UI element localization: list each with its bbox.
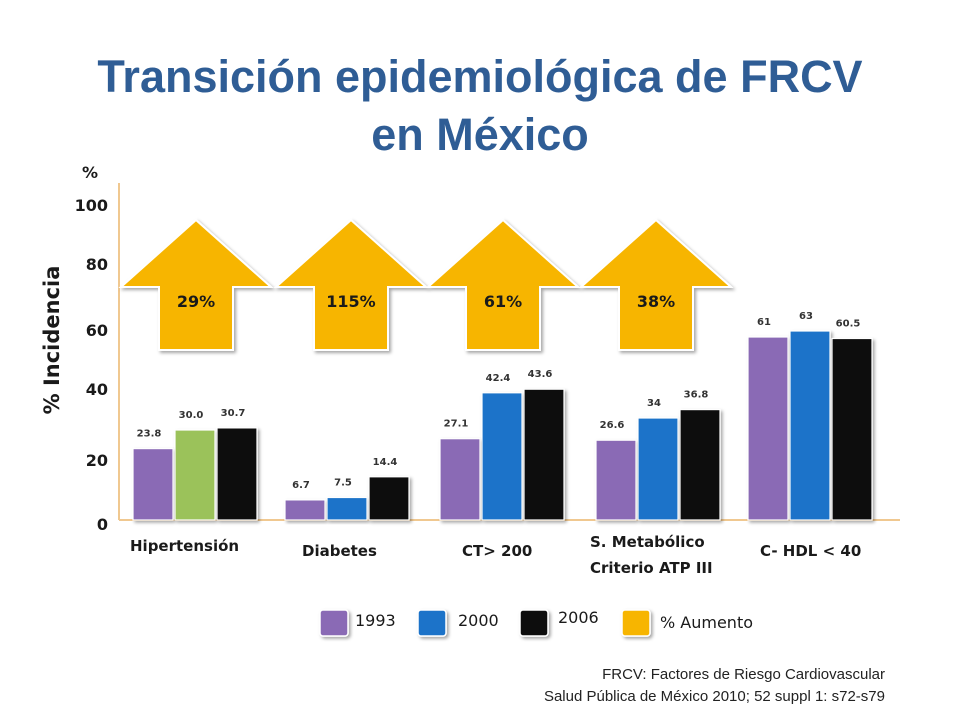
bar <box>523 388 565 521</box>
bar <box>216 427 258 521</box>
y-tick-label: 0 <box>97 515 108 534</box>
category-label: CT> 200 <box>462 542 532 560</box>
legend-label: 2000 <box>458 611 499 630</box>
category-label: S. Metabólico <box>590 533 705 551</box>
increase-percent-label: 115% <box>326 292 375 311</box>
bar <box>595 439 637 521</box>
chart-title-line-1: Transición epidemiológica de FRCV <box>97 51 863 102</box>
bar <box>368 476 410 521</box>
category-label: C- HDL < 40 <box>760 542 861 560</box>
increase-arrow <box>578 218 734 351</box>
legend-swatch <box>319 609 349 637</box>
bar-value-label: 6.7 <box>292 480 310 491</box>
increase-percent-label: 29% <box>177 292 215 311</box>
increase-arrow <box>425 218 581 351</box>
bar <box>326 496 368 521</box>
bar-value-label: 7.5 <box>334 478 352 489</box>
legend-label: 2006 <box>558 608 599 627</box>
y-tick-label: 80 <box>86 255 108 274</box>
bar-value-label: 30.0 <box>179 410 204 421</box>
bar-value-label: 34 <box>647 398 661 409</box>
y-unit-label: % <box>82 163 98 182</box>
bars-layer <box>132 330 873 521</box>
category-label: Criterio ATP III <box>590 559 713 577</box>
bar-value-label: 36.8 <box>684 390 709 401</box>
bar <box>132 448 174 521</box>
bar <box>481 392 523 521</box>
y-tick-label: 40 <box>86 380 108 399</box>
legend-label: 1993 <box>355 611 396 630</box>
y-axis-title: % Incidencia <box>40 266 64 415</box>
bar-value-label: 26.6 <box>600 420 625 431</box>
chart-title-line-2: en México <box>371 109 589 160</box>
category-label: Diabetes <box>302 542 377 560</box>
bar-value-label: 60.5 <box>836 319 861 330</box>
bar <box>174 429 216 521</box>
y-tick-label: 60 <box>86 321 108 340</box>
bar-value-label: 43.6 <box>528 369 553 380</box>
bar-value-label: 23.8 <box>137 429 162 440</box>
bar <box>439 438 481 521</box>
bar-value-label: 63 <box>799 311 813 322</box>
bar-value-label: 14.4 <box>373 457 398 468</box>
legend-swatch <box>621 609 651 637</box>
increase-arrow <box>118 218 274 351</box>
bar-value-label: 27.1 <box>444 419 469 430</box>
bar-value-label: 61 <box>757 317 771 328</box>
legend-swatch <box>519 609 549 637</box>
footnote-definition: FRCV: Factores de Riesgo Cardiovascular <box>602 666 885 683</box>
bar <box>679 409 721 521</box>
legend: 1993 2000 2006 % Aumento <box>319 608 753 637</box>
bar-value-label: 42.4 <box>486 373 511 384</box>
increase-percent-label: 38% <box>637 292 675 311</box>
y-tick-label: 20 <box>86 451 108 470</box>
bar <box>789 330 831 521</box>
bar <box>747 336 789 521</box>
footnote-source: Salud Pública de México 2010; 52 suppl 1… <box>543 688 885 705</box>
bar-value-label: 30.7 <box>221 408 246 419</box>
increase-percent-label: 61% <box>484 292 522 311</box>
y-tick-label: 100 <box>75 196 108 215</box>
bar <box>831 337 873 521</box>
labels-layer: 0 20 40 60 80 100% % Incidencia 23.8 6.7 27.1 26.6… <box>40 163 861 577</box>
legend-swatch <box>417 609 447 637</box>
category-label: Hipertensión <box>130 537 239 555</box>
bar <box>284 499 326 521</box>
increase-arrows-layer <box>118 218 734 351</box>
legend-label: % Aumento <box>660 613 753 632</box>
increase-arrow <box>273 218 429 351</box>
bar <box>637 417 679 521</box>
